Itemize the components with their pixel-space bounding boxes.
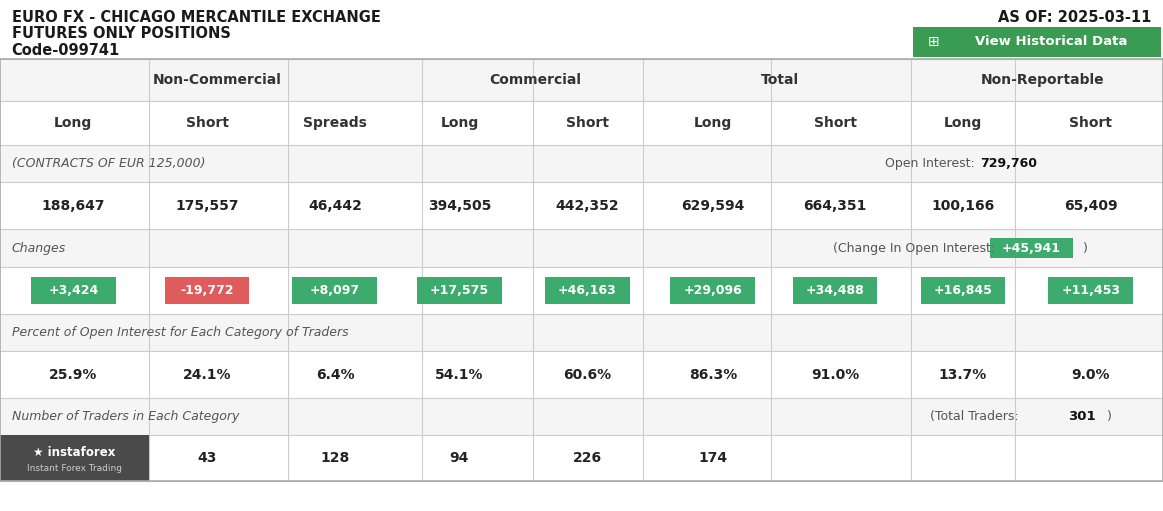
Text: 629,594: 629,594 bbox=[682, 199, 744, 213]
Bar bbox=[990, 238, 1073, 258]
Text: +29,096: +29,096 bbox=[684, 284, 742, 297]
Text: 128: 128 bbox=[320, 451, 350, 466]
Text: +45,941: +45,941 bbox=[1003, 242, 1061, 254]
Bar bbox=[0, 229, 1163, 267]
Text: +8,097: +8,097 bbox=[309, 284, 361, 297]
Text: Short: Short bbox=[814, 116, 856, 130]
Bar bbox=[0, 314, 1163, 351]
Bar bbox=[544, 277, 630, 304]
Bar bbox=[0, 0, 1163, 59]
Bar bbox=[0, 59, 1163, 481]
Bar bbox=[670, 277, 756, 304]
Text: (CONTRACTS OF EUR 125,000): (CONTRACTS OF EUR 125,000) bbox=[12, 157, 205, 170]
Text: View Historical Data: View Historical Data bbox=[975, 35, 1127, 48]
Text: 174: 174 bbox=[698, 451, 728, 466]
Text: 25.9%: 25.9% bbox=[49, 367, 98, 382]
Bar bbox=[0, 435, 1163, 481]
Text: Long: Long bbox=[55, 116, 92, 130]
Text: (Total Traders:: (Total Traders: bbox=[930, 410, 1019, 423]
Text: +17,575: +17,575 bbox=[430, 284, 488, 297]
Text: +34,488: +34,488 bbox=[806, 284, 864, 297]
Text: Non-Commercial: Non-Commercial bbox=[152, 73, 281, 87]
Text: Changes: Changes bbox=[12, 242, 66, 254]
Text: 226: 226 bbox=[572, 451, 602, 466]
Text: Short: Short bbox=[566, 116, 608, 130]
Text: 729,760: 729,760 bbox=[980, 157, 1037, 170]
Bar bbox=[0, 101, 1163, 145]
Bar bbox=[293, 277, 377, 304]
Text: 664,351: 664,351 bbox=[804, 199, 866, 213]
Text: +3,424: +3,424 bbox=[48, 284, 99, 297]
Text: Total: Total bbox=[761, 73, 799, 87]
Text: Instant Forex Trading: Instant Forex Trading bbox=[27, 464, 122, 473]
Text: (Change In Open Interest:: (Change In Open Interest: bbox=[833, 242, 994, 254]
Bar bbox=[0, 398, 1163, 435]
Text: ): ) bbox=[1107, 410, 1112, 423]
Text: Long: Long bbox=[441, 116, 478, 130]
Text: Long: Long bbox=[944, 116, 982, 130]
Text: Short: Short bbox=[186, 116, 228, 130]
Text: 100,166: 100,166 bbox=[932, 199, 994, 213]
Text: 13.7%: 13.7% bbox=[939, 367, 987, 382]
Text: Non-Reportable: Non-Reportable bbox=[980, 73, 1105, 87]
Text: 43: 43 bbox=[198, 451, 216, 466]
Bar bbox=[0, 267, 1163, 314]
Bar bbox=[0, 59, 1163, 101]
Bar bbox=[418, 277, 502, 304]
Bar bbox=[921, 277, 1005, 304]
Bar bbox=[0, 145, 1163, 182]
Bar bbox=[165, 277, 250, 304]
Text: +11,453: +11,453 bbox=[1062, 284, 1120, 297]
Text: 301: 301 bbox=[1068, 410, 1096, 423]
Text: +46,163: +46,163 bbox=[558, 284, 616, 297]
Text: +16,845: +16,845 bbox=[934, 284, 992, 297]
Text: Number of Traders in Each Category: Number of Traders in Each Category bbox=[12, 410, 240, 423]
Text: 24.1%: 24.1% bbox=[183, 367, 231, 382]
Text: EURO FX - CHICAGO MERCANTILE EXCHANGE: EURO FX - CHICAGO MERCANTILE EXCHANGE bbox=[12, 10, 380, 25]
Text: FUTURES ONLY POSITIONS: FUTURES ONLY POSITIONS bbox=[12, 26, 230, 41]
Text: Open Interest:: Open Interest: bbox=[885, 157, 975, 170]
Bar bbox=[793, 277, 878, 304]
Bar bbox=[0, 351, 1163, 398]
Text: 65,409: 65,409 bbox=[1064, 199, 1118, 213]
Text: 394,505: 394,505 bbox=[428, 199, 491, 213]
Text: ): ) bbox=[1083, 242, 1087, 254]
Bar bbox=[0, 435, 149, 481]
Bar bbox=[0, 182, 1163, 229]
Text: Code-099741: Code-099741 bbox=[12, 42, 120, 58]
Text: 9.0%: 9.0% bbox=[1071, 367, 1111, 382]
Text: Short: Short bbox=[1070, 116, 1112, 130]
Bar bbox=[1049, 277, 1133, 304]
Text: AS OF: 2025-03-11: AS OF: 2025-03-11 bbox=[998, 10, 1151, 25]
Text: Percent of Open Interest for Each Category of Traders: Percent of Open Interest for Each Catego… bbox=[12, 326, 348, 339]
Text: Commercial: Commercial bbox=[490, 73, 582, 87]
Text: 175,557: 175,557 bbox=[176, 199, 238, 213]
Bar bbox=[913, 27, 1161, 57]
Bar bbox=[31, 277, 116, 304]
Text: ⊞: ⊞ bbox=[928, 35, 940, 49]
Text: -19,772: -19,772 bbox=[180, 284, 234, 297]
Text: 54.1%: 54.1% bbox=[435, 367, 484, 382]
Text: Long: Long bbox=[694, 116, 732, 130]
Text: 442,352: 442,352 bbox=[556, 199, 619, 213]
Text: 6.4%: 6.4% bbox=[315, 367, 355, 382]
Text: ★ instaforex: ★ instaforex bbox=[34, 446, 115, 459]
Text: 86.3%: 86.3% bbox=[688, 367, 737, 382]
Text: 94: 94 bbox=[450, 451, 469, 466]
Text: 188,647: 188,647 bbox=[42, 199, 105, 213]
Text: 91.0%: 91.0% bbox=[811, 367, 859, 382]
Text: Spreads: Spreads bbox=[304, 116, 366, 130]
Text: 46,442: 46,442 bbox=[308, 199, 362, 213]
Text: 60.6%: 60.6% bbox=[563, 367, 612, 382]
